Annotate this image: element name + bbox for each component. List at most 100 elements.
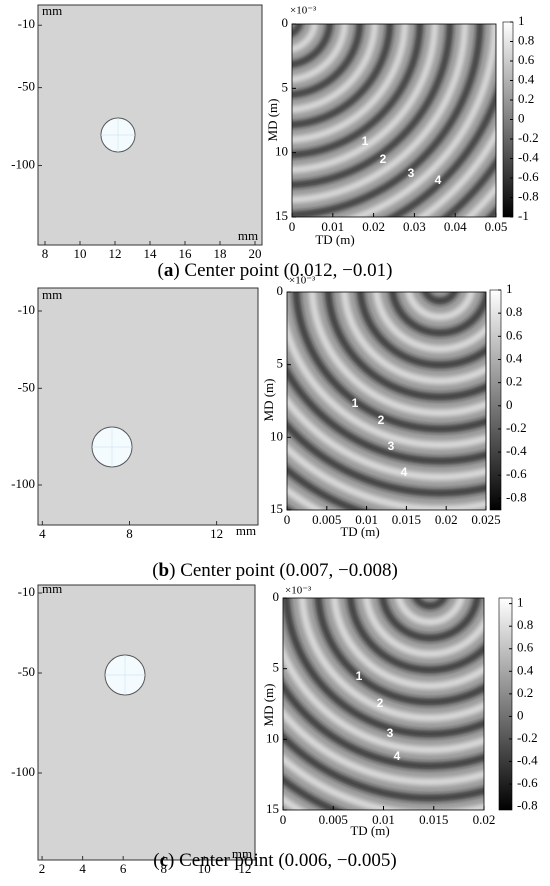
colorbar-tick-label: -0.2 — [518, 130, 539, 145]
x-tick-label: 0.03 — [403, 219, 426, 234]
x-tick-label: 0.025 — [471, 512, 500, 527]
y-tick-label: 5 — [277, 356, 284, 371]
colorbar-tick-label: -0.4 — [518, 149, 539, 164]
geometry-domain — [37, 584, 256, 861]
x-tick-label: 20 — [249, 246, 262, 261]
unit-label: mm — [232, 846, 252, 861]
wave-front — [283, 707, 484, 786]
x-tick-label: 0.01 — [355, 512, 378, 527]
caption: (c) Center point (0.006, −0.005) — [153, 850, 396, 871]
colorbar-tick-label: 0.8 — [506, 304, 522, 319]
colorbar-tick-label: -0.2 — [506, 420, 527, 435]
colorbar-tick-label: -0.6 — [506, 466, 527, 481]
y-tick-label: 0 — [277, 283, 284, 298]
wave-front — [421, 292, 459, 305]
wave-front — [298, 598, 484, 722]
wave-front — [362, 598, 484, 658]
x-tick-label: 12 — [210, 526, 223, 541]
x-tick-label: 10 — [74, 246, 87, 261]
colorbar-tick-label: 0.8 — [517, 617, 533, 632]
caption: (a) Center point (0.012, −0.01) — [158, 260, 393, 281]
wave-front — [287, 317, 486, 449]
x-axis-title: TD (m) — [340, 524, 379, 539]
y-tick-label: 0 — [273, 589, 280, 604]
wave-label: 1 — [356, 669, 363, 683]
caption-part: ) Center point (0.006, −0.005) — [168, 850, 397, 871]
colorbar-tick-label: 0.2 — [517, 685, 533, 700]
y-tick-label: 5 — [282, 79, 289, 94]
x-tick-label: 0.005 — [312, 512, 341, 527]
y-tick-label: -100 — [11, 764, 35, 779]
y-tick-label: 5 — [273, 660, 280, 675]
wave-front — [287, 394, 486, 481]
wave-front — [412, 598, 448, 610]
colorbar-tick-label: -0.2 — [517, 730, 538, 745]
x-tick-label: 8 — [42, 246, 49, 261]
unit-label: mm — [42, 581, 62, 596]
wave-front — [308, 292, 486, 417]
x-tick-label: 0.04 — [444, 219, 467, 234]
caption: (b) Center point (0.007, −0.008) — [152, 560, 398, 581]
wave-label: 1 — [352, 396, 359, 410]
x-tick-label: 8 — [160, 861, 167, 876]
y-axis-title: MD (m) — [265, 99, 280, 142]
colorbar-tick-label: 0 — [506, 397, 513, 412]
wave-front — [287, 420, 486, 497]
caption-part: c — [160, 850, 168, 871]
colorbar — [498, 597, 513, 811]
colorbar-tick-label: -0.8 — [518, 188, 539, 203]
colorbar-tick-label: -0.4 — [506, 443, 527, 458]
unit-label: mm — [42, 287, 62, 302]
colorbar — [489, 289, 502, 511]
caption-part: ) Center point (0.012, −0.01) — [173, 260, 392, 281]
axis-exponent: ×10⁻³ — [289, 275, 316, 287]
wave-label: 3 — [408, 166, 415, 180]
wave-front — [405, 292, 475, 321]
axis-exponent: ×10⁻³ — [290, 5, 317, 17]
colorbar-tick-label: 0.6 — [518, 52, 535, 67]
wave-front — [283, 679, 484, 770]
wave-front — [314, 598, 484, 706]
y-tick-label: -100 — [11, 157, 35, 172]
colorbar-tick-label: -0.6 — [517, 775, 538, 790]
y-tick-label: -10 — [18, 584, 35, 599]
y-tick-label: -50 — [18, 379, 35, 394]
colorbar-tick-label: -0.8 — [517, 798, 538, 813]
y-tick-label: 15 — [266, 801, 279, 816]
unit-label: mm — [236, 523, 256, 538]
colorbar-tick-label: 1 — [518, 13, 525, 28]
y-tick-label: -10 — [18, 302, 35, 317]
x-tick-label: 0.015 — [392, 512, 421, 527]
y-tick-label: 15 — [275, 208, 288, 223]
x-tick-label: 0.005 — [319, 812, 348, 827]
colorbar-tick-label: 0 — [518, 110, 525, 125]
wave-front — [395, 598, 465, 626]
x-tick-label: 0.02 — [435, 512, 458, 527]
unit-label: mm — [238, 228, 258, 243]
wave-front — [283, 643, 484, 754]
wave-label: 3 — [388, 439, 395, 453]
unit-label: mm — [42, 3, 62, 18]
caption-part: ( — [152, 560, 158, 581]
wave-label: 4 — [401, 465, 408, 479]
caption-part: ( — [153, 850, 159, 871]
x-tick-label: 0 — [289, 219, 296, 234]
x-tick-label: 12 — [238, 861, 251, 876]
wave-front — [287, 443, 486, 510]
axis-exponent: ×10⁻³ — [285, 585, 312, 597]
wave-label: 3 — [387, 726, 394, 740]
wave-front — [283, 598, 484, 738]
y-tick-label: 10 — [275, 144, 288, 159]
y-tick-label: 0 — [282, 15, 289, 30]
y-tick-label: -10 — [18, 16, 35, 31]
wavefield — [283, 598, 484, 810]
colorbar-tick-label: 0.4 — [506, 350, 523, 365]
image-frame — [291, 23, 497, 218]
y-tick-label: -50 — [18, 79, 35, 94]
caption-part: b — [159, 560, 170, 581]
x-tick-label: 0 — [280, 812, 287, 827]
colorbar-tick-label: 1 — [506, 281, 513, 296]
y-tick-label: 10 — [266, 730, 279, 745]
wave-front — [372, 292, 486, 353]
wave-label: 2 — [377, 696, 384, 710]
